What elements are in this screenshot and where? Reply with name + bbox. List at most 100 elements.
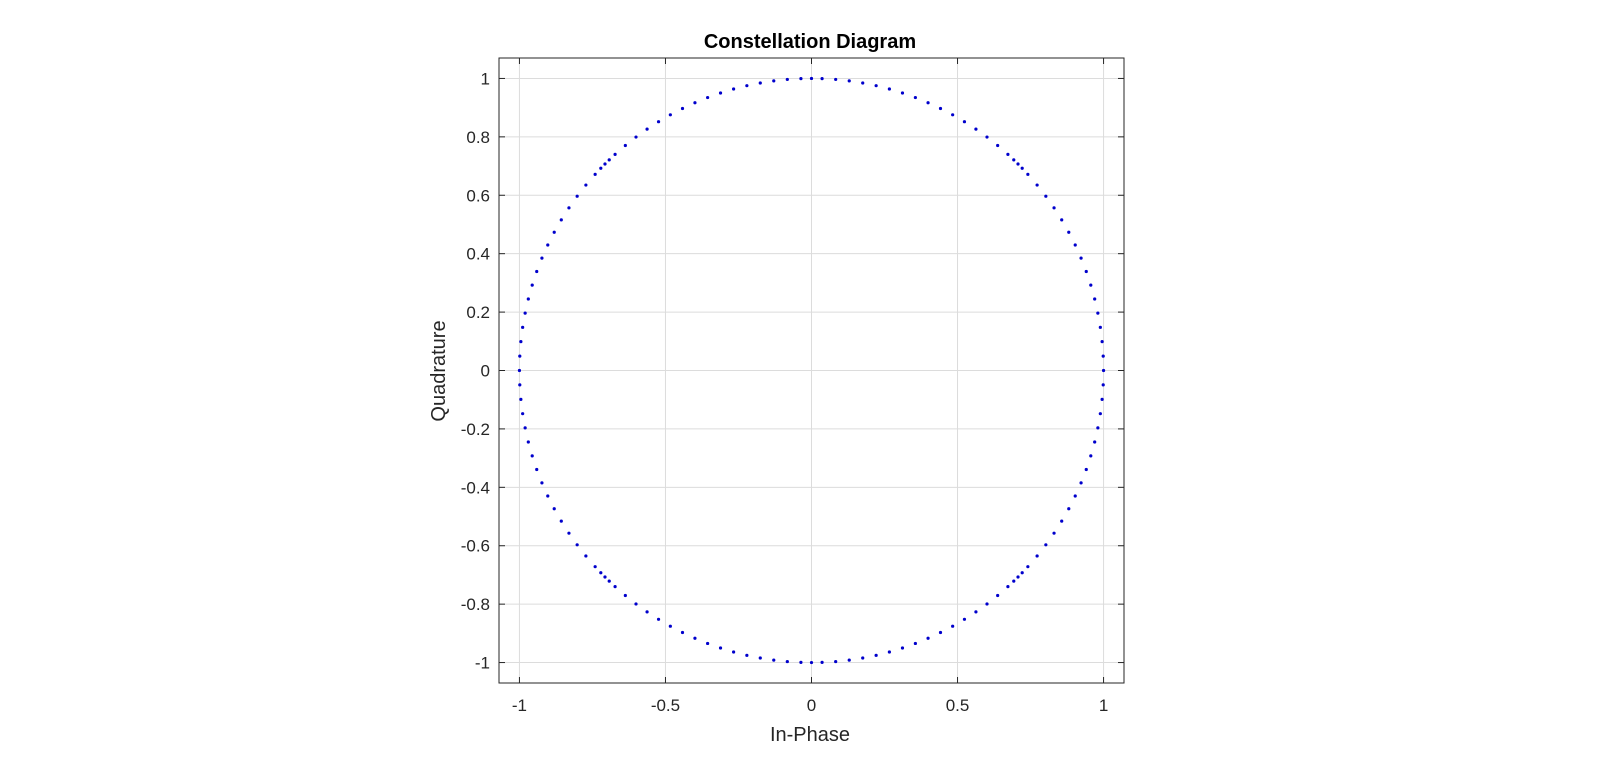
constellation-point (559, 218, 563, 222)
y-tick-label: -1 (475, 654, 490, 673)
constellation-point (1101, 354, 1105, 358)
constellation-point (820, 660, 824, 664)
constellation-point (938, 106, 943, 111)
y-tick-labels: -1 -0.8 -0.6 -0.4 -0.2 0 0.2 0.4 0.6 0.8 1 (461, 69, 490, 672)
constellation-point (593, 565, 597, 569)
constellation-point (546, 494, 550, 498)
constellation-point (518, 354, 522, 358)
constellation-point (834, 659, 838, 664)
y-tick-label: 1 (481, 69, 490, 88)
constellation-point (599, 166, 603, 170)
constellation-point (519, 340, 523, 344)
constellation-point (1006, 152, 1010, 156)
constellation-point (1016, 162, 1020, 166)
constellation-point (575, 543, 579, 547)
constellation-point (887, 650, 891, 654)
constellation-point (1052, 531, 1056, 535)
constellation-point (523, 426, 527, 430)
constellation-point (518, 383, 522, 387)
constellation-point (656, 617, 661, 621)
constellation-point (799, 660, 803, 664)
constellation-point (567, 531, 571, 535)
constellation-point (1096, 426, 1100, 430)
constellation-point (1098, 325, 1102, 329)
constellation-point (1073, 243, 1077, 247)
constellation-point (584, 554, 588, 558)
constellation-point (861, 81, 865, 85)
constellation-point (913, 95, 917, 100)
constellation-point (772, 79, 776, 83)
constellation-point (874, 653, 878, 657)
y-tick-label: 0.2 (466, 303, 490, 322)
constellation-point (530, 454, 534, 458)
x-tick-label: -0.5 (651, 696, 680, 715)
constellation-point (567, 206, 571, 210)
constellation-point (540, 256, 544, 260)
y-tick-label: 0.8 (466, 128, 490, 147)
x-tick-label: 0 (807, 696, 816, 715)
constellation-point (847, 79, 851, 83)
constellation-point (521, 412, 525, 416)
constellation-point (546, 243, 550, 247)
constellation-point (607, 579, 611, 583)
constellation-point (1044, 194, 1048, 198)
constellation-point (951, 624, 955, 628)
constellation-point (1089, 454, 1093, 458)
constellation-point (745, 84, 749, 88)
constellation-point (535, 467, 539, 472)
constellation-point (623, 143, 627, 148)
constellation-point (693, 636, 697, 640)
constellation-point (523, 311, 527, 315)
constellation-point (745, 653, 749, 657)
constellation-point (668, 113, 672, 117)
scatter-points (517, 76, 1106, 665)
constellation-point (1084, 269, 1088, 274)
constellation-point (599, 571, 603, 575)
constellation-point (1016, 575, 1020, 579)
constellation-point (847, 658, 851, 662)
constellation-point (1093, 297, 1097, 301)
constellation-point (974, 127, 978, 131)
constellation-point (1079, 481, 1083, 485)
constellation-point (519, 397, 523, 401)
constellation-point (985, 602, 989, 606)
constellation-point (680, 630, 685, 635)
x-axis-label: In-Phase (770, 724, 850, 746)
constellation-point (820, 77, 824, 81)
constellation-point (706, 95, 710, 100)
constellation-point (526, 440, 530, 444)
constellation-point (552, 507, 556, 511)
constellation-point (1026, 565, 1030, 569)
constellation-point (900, 646, 905, 650)
constellation-point (732, 87, 736, 91)
x-tick-label: -1 (512, 696, 527, 715)
constellation-point (593, 172, 597, 176)
constellation-point (645, 610, 649, 614)
constellation-point (913, 641, 917, 646)
constellation-point (1101, 383, 1105, 387)
constellation-point (758, 656, 762, 660)
constellation-point (530, 283, 534, 287)
constellation-point (634, 602, 638, 606)
constellation-point (613, 585, 617, 589)
constellation-point (1098, 412, 1102, 416)
constellation-point (706, 641, 710, 646)
constellation-point (1020, 571, 1024, 575)
constellation-point (607, 158, 611, 162)
constellation-point (1035, 554, 1039, 558)
x-tick-labels: -1 -0.5 0 0.5 1 (512, 696, 1108, 715)
constellation-point (540, 481, 544, 485)
constellation-point (1012, 158, 1016, 162)
constellation-point (559, 519, 563, 523)
constellation-point (996, 593, 1000, 598)
constellation-point (799, 77, 803, 81)
constellation-point (772, 658, 776, 662)
constellation-point (623, 593, 627, 598)
constellation-point (1006, 585, 1010, 589)
constellation-point (785, 77, 789, 82)
constellation-point (634, 135, 638, 139)
constellation-point (861, 656, 865, 660)
y-axis-label: Quadrature (428, 320, 450, 421)
constellation-point (603, 575, 607, 579)
